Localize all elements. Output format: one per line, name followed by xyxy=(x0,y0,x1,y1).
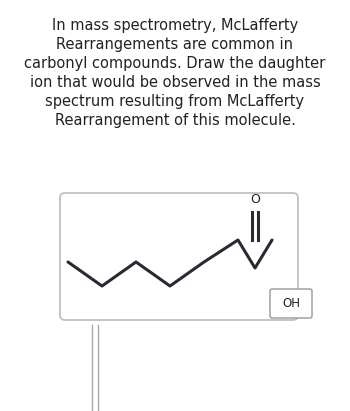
Text: spectrum resulting from McLafferty: spectrum resulting from McLafferty xyxy=(46,94,304,109)
Text: ion that would be observed in the mass: ion that would be observed in the mass xyxy=(30,75,320,90)
FancyBboxPatch shape xyxy=(60,193,298,320)
Text: carbonyl compounds. Draw the daughter: carbonyl compounds. Draw the daughter xyxy=(25,56,326,71)
Text: OH: OH xyxy=(282,297,300,310)
Text: O: O xyxy=(250,193,260,206)
Text: In mass spectrometry, McLafferty: In mass spectrometry, McLafferty xyxy=(52,18,298,33)
Text: Rearrangements are common in: Rearrangements are common in xyxy=(56,37,294,52)
Text: Rearrangement of this molecule.: Rearrangement of this molecule. xyxy=(55,113,295,128)
FancyBboxPatch shape xyxy=(270,289,312,318)
